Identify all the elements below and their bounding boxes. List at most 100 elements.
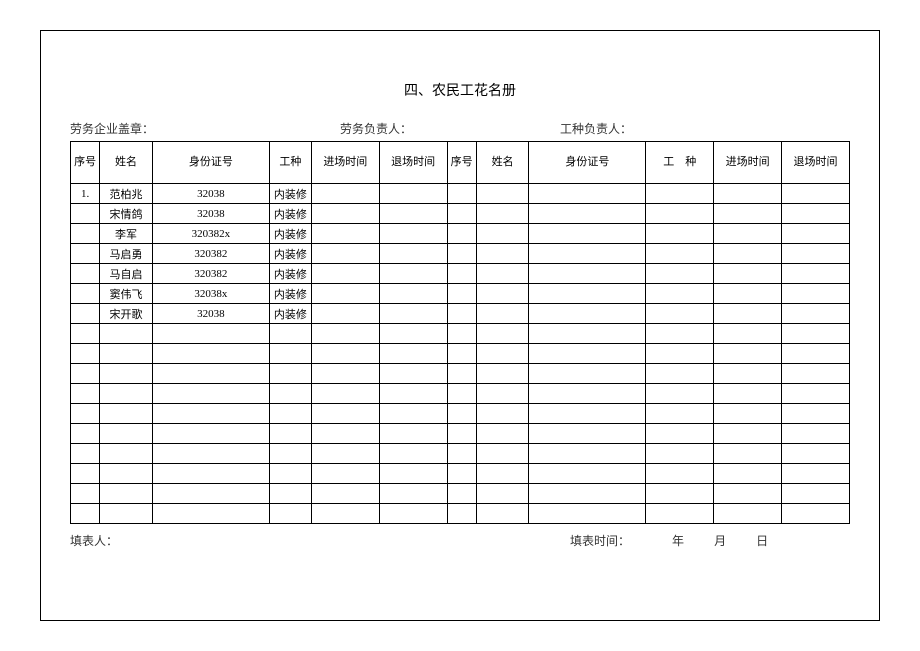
- table-row: [71, 384, 850, 404]
- cell-id-r: [529, 244, 646, 264]
- table-row: 宋开歌32038内装修: [71, 304, 850, 324]
- cell-enter-l: [311, 264, 379, 284]
- cell-seq-l: [71, 364, 100, 384]
- cell-name-l: 马启勇: [100, 244, 153, 264]
- cell-enter-l: [311, 184, 379, 204]
- cell-exit-r: [782, 304, 850, 324]
- col-id-left: 身份证号: [152, 142, 269, 184]
- cell-type-r: [646, 204, 714, 224]
- cell-seq-l: [71, 324, 100, 344]
- table-row: [71, 324, 850, 344]
- day-label: 日: [756, 534, 768, 548]
- cell-enter-r: [714, 464, 782, 484]
- cell-id-l: [152, 404, 269, 424]
- cell-type-l: [269, 344, 311, 364]
- table-row: 马启勇320382内装修: [71, 244, 850, 264]
- cell-exit-l: [379, 304, 447, 324]
- cell-enter-l: [311, 504, 379, 524]
- roster-table: 序号 姓名 身份证号 工种 进场时间 退场时间 序号 姓名 身份证号 工 种 进…: [70, 141, 850, 524]
- cell-enter-l: [311, 344, 379, 364]
- cell-name-l: [100, 484, 153, 504]
- table-header-row: 序号 姓名 身份证号 工种 进场时间 退场时间 序号 姓名 身份证号 工 种 进…: [71, 142, 850, 184]
- cell-id-r: [529, 224, 646, 244]
- cell-id-r: [529, 424, 646, 444]
- cell-name-r: [476, 444, 529, 464]
- col-type-left: 工种: [269, 142, 311, 184]
- cell-enter-r: [714, 444, 782, 464]
- cell-seq-l: 1.: [71, 184, 100, 204]
- cell-exit-l: [379, 504, 447, 524]
- cell-type-r: [646, 484, 714, 504]
- cell-exit-r: [782, 364, 850, 384]
- cell-exit-r: [782, 244, 850, 264]
- cell-enter-r: [714, 204, 782, 224]
- cell-id-l: [152, 344, 269, 364]
- cell-type-r: [646, 424, 714, 444]
- cell-type-r: [646, 344, 714, 364]
- table-row: [71, 444, 850, 464]
- cell-seq-r: [447, 424, 476, 444]
- cell-id-l: 32038: [152, 204, 269, 224]
- cell-exit-l: [379, 324, 447, 344]
- cell-exit-l: [379, 484, 447, 504]
- cell-type-r: [646, 284, 714, 304]
- month-spacer: [687, 534, 711, 548]
- cell-enter-l: [311, 364, 379, 384]
- cell-enter-r: [714, 304, 782, 324]
- cell-seq-l: [71, 384, 100, 404]
- col-id-right: 身份证号: [529, 142, 646, 184]
- cell-id-r: [529, 364, 646, 384]
- cell-name-r: [476, 404, 529, 424]
- cell-seq-r: [447, 384, 476, 404]
- cell-name-l: 宋情鸽: [100, 204, 153, 224]
- cell-seq-r: [447, 404, 476, 424]
- cell-exit-r: [782, 324, 850, 344]
- fill-time-label: 填表时间： 年 月 日: [570, 532, 850, 549]
- cell-enter-l: [311, 484, 379, 504]
- cell-type-l: 内装修: [269, 184, 311, 204]
- cell-seq-l: [71, 424, 100, 444]
- cell-name-r: [476, 484, 529, 504]
- time-label: 填表时间：: [570, 534, 630, 548]
- time-spacer: [633, 534, 669, 548]
- cell-exit-l: [379, 444, 447, 464]
- cell-exit-l: [379, 384, 447, 404]
- cell-exit-r: [782, 464, 850, 484]
- cell-enter-l: [311, 224, 379, 244]
- cell-id-r: [529, 404, 646, 424]
- cell-exit-l: [379, 464, 447, 484]
- cell-id-r: [529, 444, 646, 464]
- cell-id-l: [152, 324, 269, 344]
- stamp-label: 劳务企业盖章：: [70, 120, 340, 137]
- cell-id-r: [529, 484, 646, 504]
- cell-exit-r: [782, 504, 850, 524]
- cell-seq-r: [447, 304, 476, 324]
- cell-name-l: [100, 464, 153, 484]
- cell-id-l: 32038: [152, 184, 269, 204]
- cell-name-l: 范柏兆: [100, 184, 153, 204]
- cell-type-r: [646, 244, 714, 264]
- cell-name-r: [476, 224, 529, 244]
- cell-enter-r: [714, 384, 782, 404]
- cell-exit-r: [782, 204, 850, 224]
- table-row: 窦伟飞32038x内装修: [71, 284, 850, 304]
- cell-name-r: [476, 324, 529, 344]
- cell-id-r: [529, 184, 646, 204]
- cell-id-l: 320382: [152, 244, 269, 264]
- cell-enter-l: [311, 304, 379, 324]
- cell-name-l: [100, 444, 153, 464]
- cell-type-l: [269, 424, 311, 444]
- cell-id-l: [152, 364, 269, 384]
- cell-seq-l: [71, 204, 100, 224]
- cell-type-l: [269, 404, 311, 424]
- cell-enter-r: [714, 344, 782, 364]
- cell-name-r: [476, 384, 529, 404]
- cell-name-l: [100, 384, 153, 404]
- cell-exit-l: [379, 204, 447, 224]
- cell-name-l: 马自启: [100, 264, 153, 284]
- cell-name-r: [476, 464, 529, 484]
- table-row: [71, 424, 850, 444]
- page-title: 四、农民工花名册: [70, 80, 850, 100]
- col-enter-right: 进场时间: [714, 142, 782, 184]
- cell-exit-r: [782, 444, 850, 464]
